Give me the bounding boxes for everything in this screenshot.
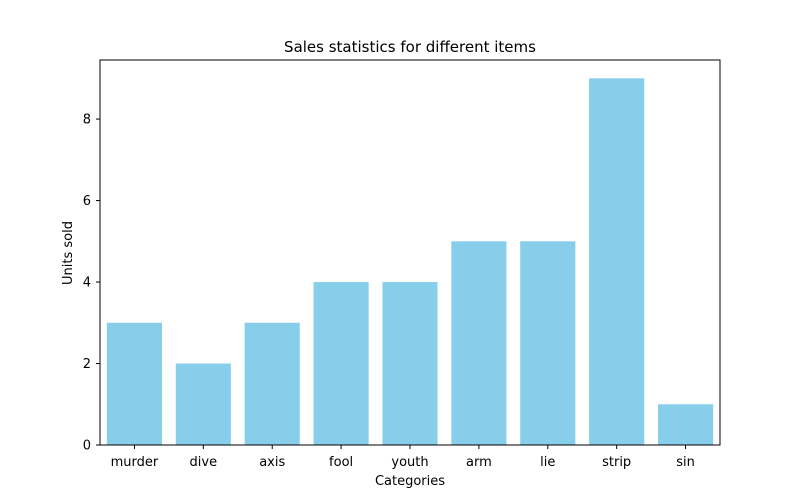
x-tick-label-fool: fool <box>329 455 353 470</box>
x-axis-label: Categories <box>375 474 445 489</box>
x-tick-label-dive: dive <box>190 455 218 470</box>
x-tick-label-lie: lie <box>540 455 555 470</box>
y-axis-label: Units sold <box>61 221 76 285</box>
bar-axis <box>245 323 300 445</box>
x-tick-label-murder: murder <box>111 455 159 470</box>
x-axis: murder dive axis fool youth arm lie strip sin <box>111 445 695 470</box>
bar-murder <box>107 323 162 445</box>
bar-sin <box>658 404 713 445</box>
y-tick-label-8: 8 <box>83 113 91 128</box>
x-tick-label-arm: arm <box>466 455 492 470</box>
y-tick-label-6: 6 <box>83 194 91 209</box>
x-tick-label-youth: youth <box>391 455 428 470</box>
bar-dive <box>176 364 231 445</box>
y-tick-label-2: 2 <box>83 357 91 372</box>
x-tick-label-strip: strip <box>602 455 631 470</box>
chart-title: Sales statistics for different items <box>284 38 536 56</box>
y-tick-label-4: 4 <box>83 276 91 291</box>
bar-youth <box>382 282 437 445</box>
x-tick-label-axis: axis <box>259 455 285 470</box>
bar-lie <box>520 241 575 445</box>
bar-fool <box>314 282 369 445</box>
x-tick-label-sin: sin <box>676 455 695 470</box>
bar-strip <box>589 78 644 445</box>
y-tick-label-0: 0 <box>83 439 91 454</box>
bars-group <box>107 78 713 445</box>
y-axis: 0 2 4 6 8 <box>83 113 100 454</box>
bar-arm <box>451 241 506 445</box>
